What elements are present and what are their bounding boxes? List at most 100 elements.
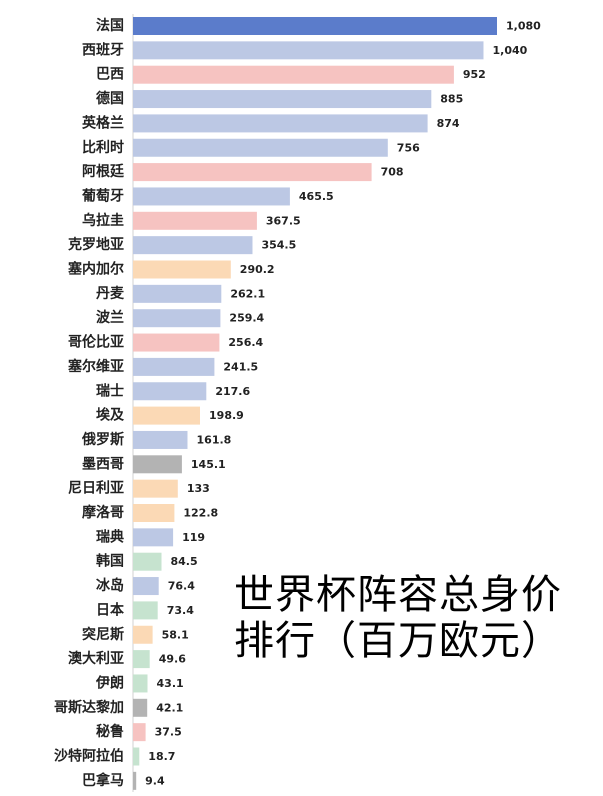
category-label: 丹麦 — [96, 285, 125, 302]
value-label: 259.4 — [229, 312, 264, 325]
category-label: 摩洛哥 — [82, 504, 124, 521]
value-label: 241.5 — [223, 360, 258, 373]
category-label: 比利时 — [82, 139, 124, 156]
category-label: 秘鲁 — [96, 723, 124, 740]
bar-0 — [133, 17, 497, 35]
category-labels-group: 法国西班牙巴西德国英格兰比利时阿根廷葡萄牙乌拉圭克罗地亚塞内加尔丹麦波兰哥伦比亚… — [54, 17, 125, 789]
value-label: 256.4 — [228, 336, 263, 349]
value-label: 76.4 — [168, 580, 195, 593]
category-label: 葡萄牙 — [81, 187, 124, 204]
category-label: 伊朗 — [95, 674, 124, 691]
bar-14 — [133, 357, 215, 376]
value-label: 354.5 — [261, 239, 296, 252]
value-label: 290.2 — [240, 263, 275, 276]
category-label: 瑞士 — [96, 382, 124, 399]
category-label: 巴拿马 — [82, 772, 124, 789]
category-label: 塞尔维亚 — [68, 358, 124, 375]
chart-title-line-2: 排行（百万欧元） — [234, 618, 562, 664]
category-label: 德国 — [96, 90, 124, 107]
category-label: 塞内加尔 — [68, 261, 124, 278]
value-label: 18.7 — [148, 750, 175, 763]
bar-20 — [133, 504, 175, 522]
value-label: 9.4 — [145, 774, 165, 787]
bar-12 — [133, 309, 221, 328]
bar-28 — [133, 698, 148, 717]
category-label: 埃及 — [96, 407, 125, 424]
category-label: 哥斯达黎加 — [54, 699, 124, 716]
bar-17 — [133, 430, 188, 449]
bar-26 — [133, 650, 150, 669]
bar-9 — [133, 236, 253, 255]
category-label: 巴西 — [96, 67, 124, 83]
value-label: 465.5 — [299, 190, 334, 203]
value-label: 161.8 — [197, 433, 232, 446]
bar-13 — [133, 333, 220, 352]
bar-6 — [133, 163, 372, 182]
chart-title-line-1: 世界杯阵容总身价 — [234, 572, 562, 618]
bar-25 — [133, 625, 153, 644]
category-label: 墨西哥 — [82, 456, 124, 472]
bar-10 — [133, 260, 231, 279]
value-label: 49.6 — [159, 653, 186, 666]
bar-21 — [133, 528, 174, 547]
bar-31 — [133, 771, 137, 790]
bar-19 — [133, 479, 178, 498]
category-label: 突尼斯 — [82, 626, 124, 643]
category-label: 法国 — [96, 17, 124, 34]
value-label: 133 — [187, 482, 210, 495]
value-label: 1,080 — [506, 20, 541, 33]
bars-group — [133, 17, 497, 790]
value-label: 84.5 — [170, 555, 197, 568]
bar-11 — [133, 284, 222, 303]
value-label: 73.4 — [167, 604, 194, 617]
category-label: 俄罗斯 — [81, 431, 124, 448]
bar-24 — [133, 601, 158, 620]
bar-27 — [133, 674, 148, 693]
category-label: 英格兰 — [81, 114, 124, 131]
category-label: 尼日利亚 — [68, 480, 124, 497]
bar-5 — [133, 138, 388, 157]
bar-30 — [133, 747, 140, 766]
value-label: 874 — [437, 117, 460, 130]
category-label: 韩国 — [96, 553, 124, 570]
bar-3 — [133, 90, 432, 109]
value-label: 198.9 — [209, 409, 244, 422]
bar-16 — [133, 406, 200, 425]
value-label: 37.5 — [155, 726, 182, 739]
value-label: 1,040 — [493, 44, 528, 57]
category-label: 哥伦比亚 — [68, 334, 124, 351]
category-label: 克罗地亚 — [68, 236, 124, 253]
category-label: 澳大利亚 — [68, 650, 124, 667]
value-label: 122.8 — [183, 507, 218, 520]
category-label: 日本 — [96, 601, 125, 618]
bar-7 — [133, 187, 290, 206]
category-label: 阿根廷 — [82, 163, 125, 180]
value-label: 885 — [440, 93, 463, 106]
bar-18 — [133, 455, 182, 474]
value-label: 952 — [463, 68, 486, 81]
value-label: 367.5 — [266, 214, 301, 227]
bar-29 — [133, 723, 146, 742]
bar-23 — [133, 577, 159, 596]
category-label: 冰岛 — [96, 577, 124, 594]
category-label: 沙特阿拉伯 — [54, 748, 124, 765]
chart-title: 世界杯阵容总身价 排行（百万欧元） — [234, 572, 594, 664]
value-label: 708 — [381, 166, 404, 179]
value-label: 262.1 — [230, 287, 265, 300]
value-label: 145.1 — [191, 458, 226, 471]
value-label: 119 — [182, 531, 205, 544]
value-label: 58.1 — [162, 628, 189, 641]
bar-1 — [133, 41, 484, 60]
value-label: 43.1 — [157, 677, 184, 690]
bar-8 — [133, 211, 257, 230]
bar-2 — [133, 65, 454, 84]
value-label: 217.6 — [215, 385, 250, 398]
bar-22 — [133, 552, 162, 571]
value-label: 756 — [397, 141, 420, 154]
category-label: 波兰 — [96, 309, 124, 326]
bar-4 — [133, 114, 428, 133]
category-label: 西班牙 — [82, 41, 124, 58]
bar-15 — [133, 382, 207, 401]
category-label: 乌拉圭 — [82, 212, 124, 229]
